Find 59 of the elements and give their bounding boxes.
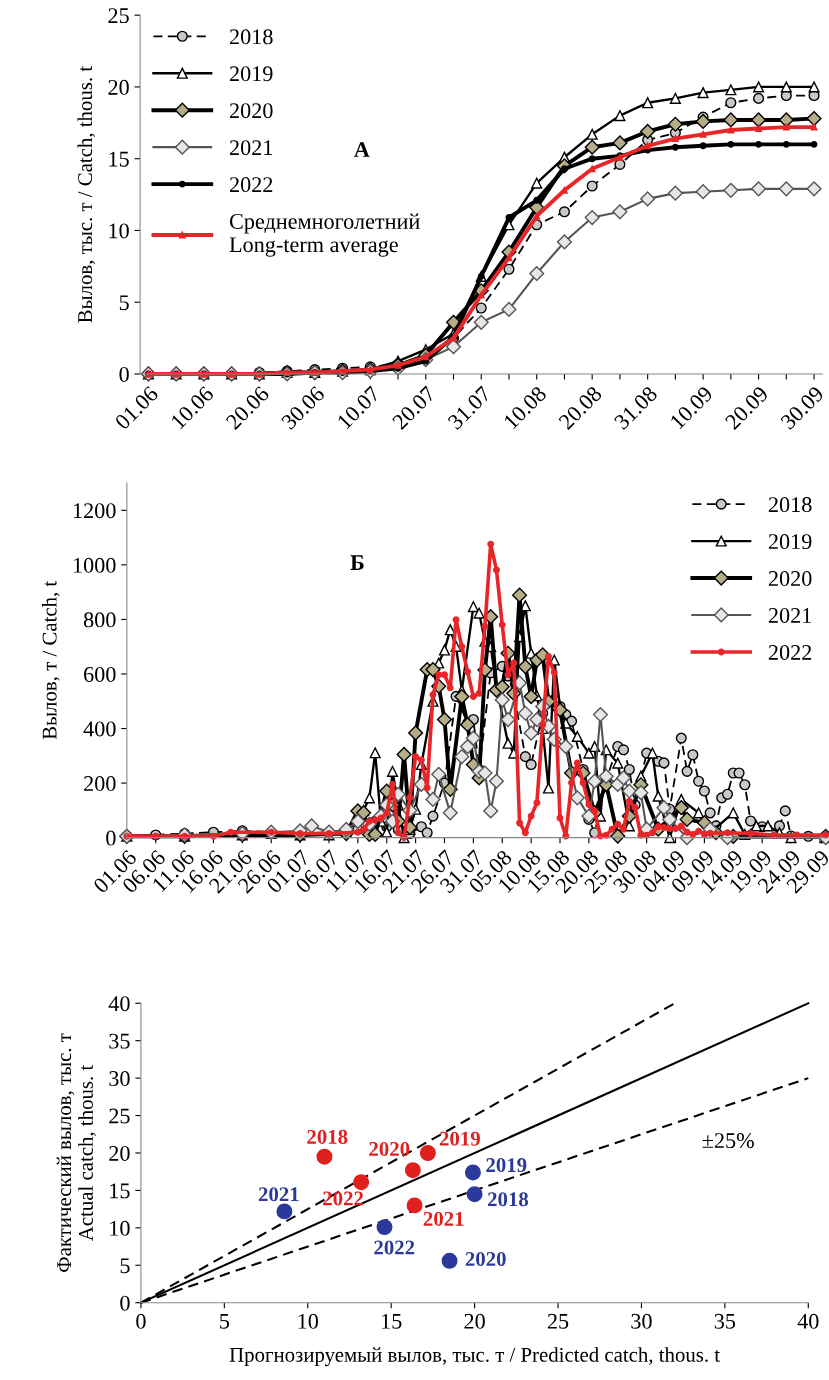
annotation: ±25% (702, 1133, 754, 1149)
annotation: 2022 (374, 1240, 415, 1255)
y-tick-label: 0 (119, 366, 129, 382)
annotation: 2019 (486, 1158, 527, 1173)
y-tick-label: 10 (109, 223, 129, 239)
y-tick-label: 15 (109, 151, 129, 167)
legend-label: 2021 (229, 140, 273, 156)
x-tick-label: 0 (136, 1313, 146, 1329)
legend-label: 2022 (229, 177, 273, 193)
legend-label: 2019 (229, 66, 273, 82)
annotation: Б (350, 555, 364, 570)
x-tick-label: 25 (547, 1313, 569, 1329)
y-tick-label: 10 (110, 1220, 130, 1236)
y-tick-label: 15 (110, 1183, 130, 1199)
y-axis-title: Вылов, т / Catch, t (41, 580, 60, 740)
annotation: 2018 (307, 1129, 348, 1144)
annotation: 2020 (369, 1141, 410, 1156)
y-axis-title: Фактический вылов, тыс. т Actual catch, thous. t (56, 1033, 96, 1272)
annotation: 2021 (423, 1211, 464, 1226)
legend-label: 2021 (768, 607, 812, 623)
annotation: А (354, 142, 370, 157)
x-tick-label: 5 (220, 1314, 230, 1329)
annotation: 2022 (323, 1191, 364, 1206)
annotation: 2018 (487, 1192, 529, 1207)
x-tick-label: 20 (464, 1313, 485, 1329)
y-tick-label: 40 (108, 996, 130, 1012)
x-tick-label: 40 (797, 1313, 819, 1329)
y-tick-label: 30 (109, 1071, 130, 1087)
y-tick-label: 5 (119, 295, 129, 311)
y-tick-label: 0 (120, 1295, 130, 1311)
y-tick-label: 200 (84, 776, 116, 792)
annotation: 2020 (465, 1251, 506, 1267)
legend-label: 2020 (768, 571, 812, 587)
y-tick-label: 400 (83, 721, 116, 737)
y-tick-label: 600 (84, 666, 116, 682)
y-tick-label: 20 (109, 1145, 130, 1161)
y-tick-label: 0 (106, 830, 116, 846)
y-tick-label: 35 (109, 1033, 130, 1049)
x-tick-label: 15 (382, 1313, 402, 1329)
y-axis-title: Вылов, тыс. т / Catch, thous. t (77, 66, 96, 323)
y-tick-label: 20 (108, 79, 129, 95)
annotation: 2021 (258, 1187, 299, 1202)
y-tick-label: 1000 (73, 557, 116, 573)
legend-label: 2022 (768, 644, 812, 660)
x-axis-title: Прогнозируемый вылов, тыс. т / Predicted catch, thous. t (229, 1347, 720, 1367)
y-tick-label: 25 (109, 1108, 130, 1124)
x-tick-label: 35 (714, 1313, 736, 1329)
legend-label: Среднемноголетний Long-term average (229, 213, 420, 257)
annotation: 2019 (439, 1131, 480, 1146)
x-tick-label: 10 (298, 1313, 319, 1329)
y-tick-label: 25 (108, 8, 129, 24)
x-tick-label: 30 (631, 1313, 652, 1329)
legend-label: 2018 (768, 497, 812, 513)
legend-label: 2018 (229, 29, 273, 45)
y-tick-label: 800 (83, 612, 116, 628)
y-tick-label: 1200 (73, 503, 116, 519)
legend-label: 2020 (229, 103, 273, 119)
legend-label: 2019 (768, 534, 812, 550)
y-tick-label: 5 (120, 1258, 130, 1274)
